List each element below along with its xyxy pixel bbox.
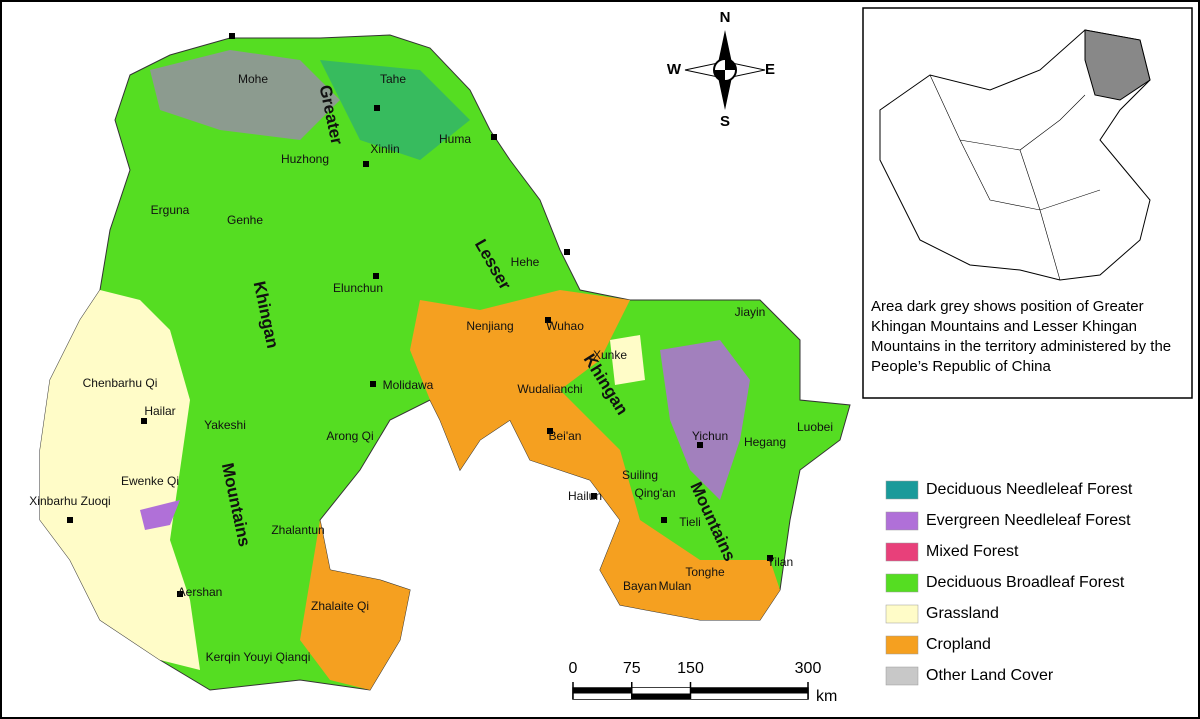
place-label: Xinlin <box>370 142 399 156</box>
place-label: Chenbarhu Qi <box>83 376 158 390</box>
town-marker <box>591 493 597 499</box>
place-label: Zhalaite Qi <box>311 599 369 613</box>
place-label: Molidawa <box>383 378 434 392</box>
place-label: Hehe <box>511 255 540 269</box>
town-marker <box>141 418 147 424</box>
legend-label: Deciduous Broadleaf Forest <box>926 574 1125 591</box>
cropland-area <box>300 520 410 690</box>
town-marker <box>177 591 183 597</box>
town-marker <box>229 33 235 39</box>
place-label: Qing'an <box>635 486 676 500</box>
scale-segment <box>573 693 632 699</box>
scale-label: 75 <box>623 660 641 677</box>
needleleaf-area <box>140 500 180 530</box>
scale-segment <box>690 693 808 699</box>
scale-segment <box>573 688 632 694</box>
needleleaf-area <box>320 60 470 160</box>
compass <box>684 30 766 110</box>
place-label: Huma <box>439 132 471 146</box>
scale-segment <box>690 688 808 694</box>
place-label: Tonghe <box>685 565 725 579</box>
town-marker <box>373 273 379 279</box>
place-label: Erguna <box>151 203 190 217</box>
scale-label: 0 <box>569 660 578 677</box>
legend-label: Grassland <box>926 605 999 622</box>
place-label: Yichun <box>692 429 728 443</box>
town-marker <box>545 317 551 323</box>
legend-label: Cropland <box>926 636 991 653</box>
study-area <box>1084 29 1151 101</box>
place-label: Luobei <box>797 420 833 434</box>
grassland-area <box>610 335 645 385</box>
legend-label: Evergreen Needleleaf Forest <box>926 512 1131 529</box>
place-label: Bayan <box>623 579 657 593</box>
place-label: Mulan <box>659 579 692 593</box>
town-marker <box>767 555 773 561</box>
cropland-area <box>410 290 780 620</box>
compass-letter: E <box>765 61 775 78</box>
china-outline <box>879 29 1151 281</box>
legend-label: Mixed Forest <box>926 543 1019 560</box>
scale-label: 150 <box>677 660 704 677</box>
place-label: Aershan <box>178 585 223 599</box>
town-marker <box>363 161 369 167</box>
compass-letter: N <box>720 9 731 26</box>
place-label: Hailun <box>568 489 602 503</box>
place-label: Yilan <box>767 555 793 569</box>
legend-swatch <box>885 511 919 531</box>
place-label: Mohe <box>238 72 268 86</box>
place-label: Xinbarhu Zuoqi <box>29 494 110 508</box>
place-label: Tieli <box>679 515 701 529</box>
legend-swatch <box>885 573 919 593</box>
legend-swatch <box>885 635 919 655</box>
place-label: Hegang <box>744 435 786 449</box>
scale-segment <box>631 693 691 699</box>
legend-label: Other Land Cover <box>926 667 1054 684</box>
place-label: Huzhong <box>281 152 329 166</box>
scale-unit: km <box>816 688 837 705</box>
province-lines <box>929 74 1101 281</box>
legend-label: Deciduous Needleleaf Forest <box>926 481 1133 498</box>
compass-letter: W <box>667 61 682 78</box>
legend-swatch <box>885 666 919 686</box>
place-label: Wudalianchi <box>517 382 582 396</box>
place-label: Elunchun <box>333 281 383 295</box>
inset-frame <box>862 7 1193 399</box>
town-marker <box>697 442 703 448</box>
place-label: Xunke <box>593 348 627 362</box>
place-label: Wuhao <box>546 319 584 333</box>
place-label: Arong Qi <box>326 429 373 443</box>
inset-caption: Area dark grey shows position of Greater… <box>871 298 1172 375</box>
needleleaf-area <box>660 340 750 500</box>
place-label: Genhe <box>227 213 263 227</box>
town-marker <box>547 428 553 434</box>
town-marker <box>370 381 376 387</box>
town-marker <box>564 249 570 255</box>
place-label: Hailar <box>144 404 175 418</box>
place-label: Jiayin <box>735 305 766 319</box>
place-label: Ewenke Qi <box>121 474 179 488</box>
town-marker <box>661 517 667 523</box>
legend-swatch <box>885 542 919 562</box>
scale-segment <box>631 688 691 694</box>
place-label: Bei'an <box>549 429 582 443</box>
place-label: Kerqin Youyi Qianqi <box>206 650 311 664</box>
town-marker <box>374 105 380 111</box>
scale-label: 300 <box>795 660 822 677</box>
needleleaf-area <box>150 50 340 140</box>
legend-swatch <box>885 604 919 624</box>
place-label: Suiling <box>622 468 658 482</box>
grassland-area <box>40 290 200 670</box>
town-marker <box>67 517 73 523</box>
place-label: Zhalantun <box>271 523 324 537</box>
place-label: Yakeshi <box>204 418 246 432</box>
compass-letter: S <box>720 113 730 130</box>
place-label: Tahe <box>380 72 406 86</box>
legend-swatch <box>885 480 919 500</box>
town-marker <box>491 134 497 140</box>
place-label: Nenjiang <box>466 319 513 333</box>
